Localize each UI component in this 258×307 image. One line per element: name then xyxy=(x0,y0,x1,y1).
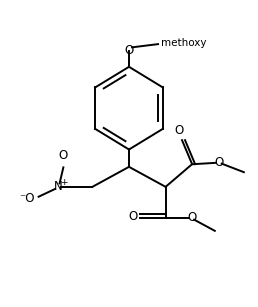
Text: O: O xyxy=(188,211,197,224)
Text: O: O xyxy=(175,125,184,138)
Text: +: + xyxy=(60,177,68,187)
Text: methoxy: methoxy xyxy=(160,38,206,48)
Text: O: O xyxy=(124,44,134,57)
Text: N: N xyxy=(54,180,63,193)
Text: O: O xyxy=(128,210,137,223)
Text: ⁻O: ⁻O xyxy=(19,192,34,205)
Text: O: O xyxy=(59,149,68,161)
Text: O: O xyxy=(214,156,223,169)
